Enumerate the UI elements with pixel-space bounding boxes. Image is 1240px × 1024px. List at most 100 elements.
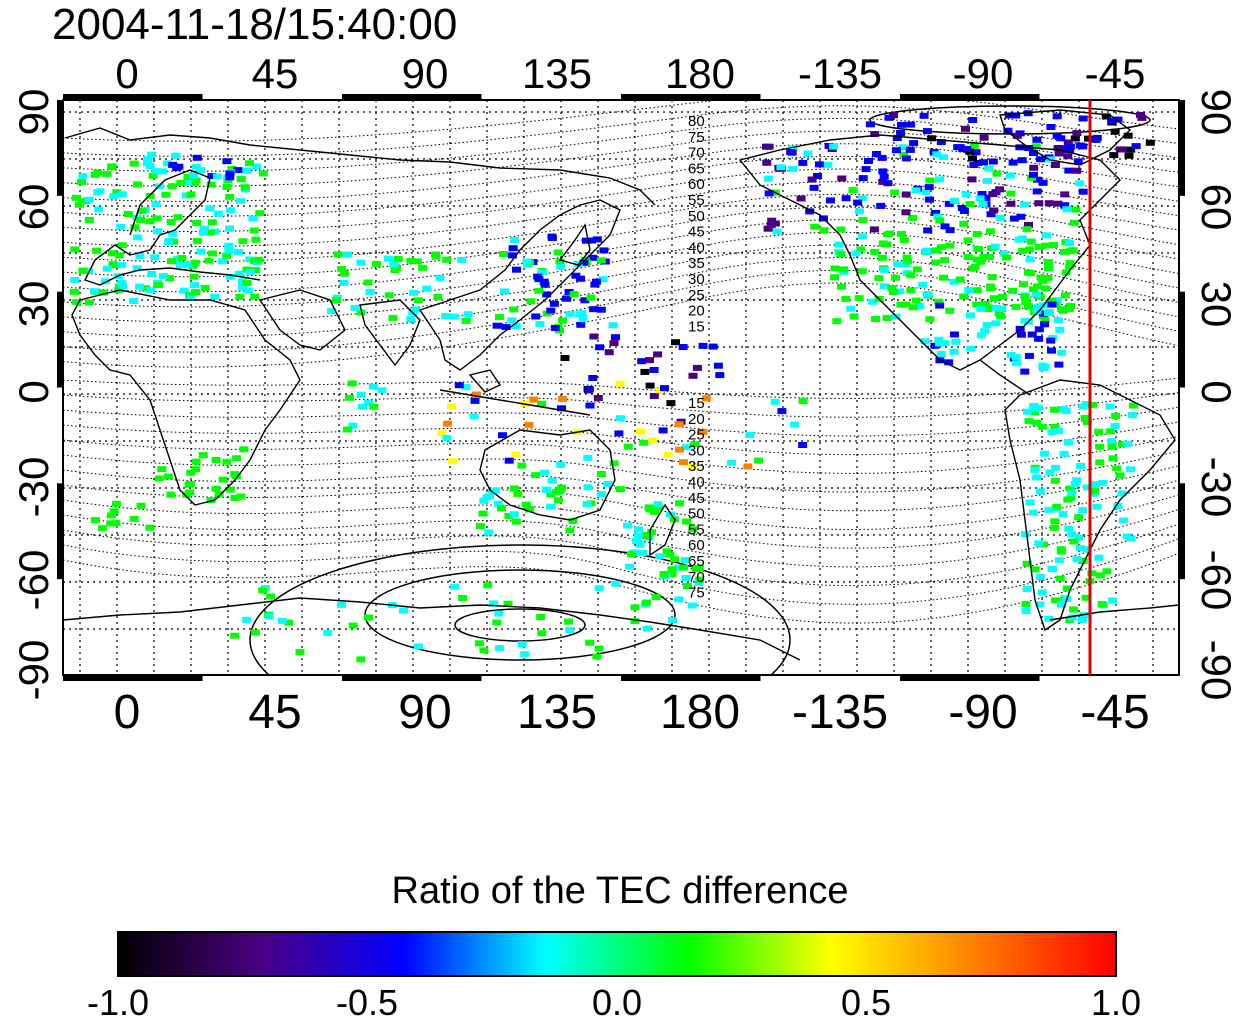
tec-cell [435,274,445,281]
tec-cell [841,296,851,302]
tec-cell [972,301,982,308]
tec-cell [1080,414,1090,421]
tec-cell [154,475,164,482]
tec-cell [230,495,240,501]
tec-cell [1006,190,1016,197]
tec-cell [517,462,527,469]
tec-cell [763,175,773,182]
tec-cell [191,458,201,465]
tec-cell [854,295,864,302]
tec-cell [660,385,669,392]
tec-cell [1137,114,1147,121]
tec-cell [1050,518,1060,525]
tec-cell [837,283,846,290]
tec-cell [671,339,680,346]
tec-cell [1124,152,1134,159]
tec-cell [934,336,944,343]
tec-cell [959,293,969,300]
tec-cell [504,513,514,519]
tec-cell [224,247,234,254]
tec-cell [1062,206,1072,213]
tec-cell [694,579,704,586]
lon-tick-top: 0 [115,50,138,97]
tec-cell [576,275,585,282]
tec-cell [1118,146,1127,153]
tec-cell [564,618,573,625]
tec-cell [1065,143,1075,150]
tec-cell [72,194,81,201]
tec-cell [1038,423,1048,430]
tec-cell [911,187,921,194]
tec-cell [582,237,591,244]
tec-cell [245,268,255,275]
tec-cell [1042,232,1051,239]
tec-cell [678,344,688,350]
tec-cell [1076,462,1086,469]
tec-cell [890,189,900,196]
lon-tick-top: 180 [665,50,735,97]
tec-cell [1072,477,1082,484]
tec-cell [133,234,143,241]
tec-cell [109,508,119,515]
tec-cell [639,439,649,446]
tec-cell [1074,514,1084,521]
contour-label: 25 [688,287,705,304]
tec-cell [1059,450,1069,457]
tec-cell [147,151,156,158]
tec-cell [680,557,690,564]
lat-tick-left: 30 [10,281,57,328]
tec-cell [393,256,403,262]
tec-cell [901,301,911,308]
tec-cell [633,532,643,539]
lon-tick-top: 90 [402,50,449,97]
tec-cell [192,154,202,161]
contour-label: 15 [688,318,705,335]
tec-cell [1034,200,1044,207]
tec-cell [546,307,556,314]
tec-cell [877,154,887,161]
tec-cell [331,297,341,304]
tec-cell [879,266,889,273]
tec-cell [596,491,606,497]
tec-cell [225,170,235,177]
lon-tick-top: 135 [522,50,592,97]
tec-cell [829,143,838,150]
tec-cell [534,287,544,294]
tec-cell [708,343,718,350]
tec-cell [549,300,559,307]
tec-cell [94,206,104,213]
colorbar-label: 0.5 [840,982,892,1023]
tec-cell [807,176,817,183]
tec-cell [974,246,983,253]
tec-cell [1070,135,1080,142]
tec-cell [1118,517,1128,524]
tec-cell [498,432,507,439]
tec-cell [1058,406,1068,412]
tec-cell [542,487,552,493]
tec-cell [890,274,900,281]
lat-tick-right: -30 [1193,457,1240,518]
tec-cell [207,173,217,180]
tec-cell [1025,246,1035,253]
tec-cell [637,358,647,365]
tec-cell [878,240,888,247]
tec-cell [982,322,992,329]
tec-cell [168,230,178,237]
tec-cell [969,142,979,149]
tec-cell [630,604,640,611]
tec-cell [836,226,846,233]
tec-cell [239,446,249,453]
tec-cell [1065,240,1074,247]
tec-cell [384,292,394,299]
tec-cell [1107,443,1117,450]
tec-cell [851,250,861,257]
tec-cell [383,255,393,262]
tec-cell [1126,535,1136,542]
tec-cell [494,314,504,320]
tec-cell [1036,488,1045,495]
tec-cell [1029,150,1038,156]
tec-cell [653,501,663,508]
tec-cell [342,251,352,258]
tec-cell [339,270,349,277]
tec-cell [511,451,521,458]
